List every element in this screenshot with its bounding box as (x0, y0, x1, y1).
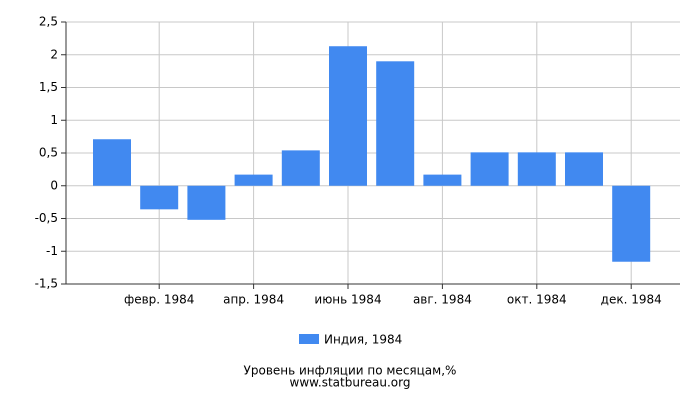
y-tick-label: -1,5 (35, 277, 58, 291)
x-tick-label: дек. 1984 (601, 293, 662, 307)
y-tick-label: 1,5 (39, 80, 58, 94)
bar (565, 152, 603, 186)
y-tick-label: 2 (50, 47, 58, 61)
bar (423, 174, 462, 186)
x-tick-label: апр. 1984 (223, 293, 284, 307)
x-tick-label: февр. 1984 (124, 293, 195, 307)
bar (234, 174, 273, 186)
bar (376, 61, 415, 186)
bar (140, 185, 179, 210)
bar (517, 152, 556, 186)
chart-title: Уровень инфляции по месяцам,% (244, 364, 457, 378)
y-tick-label: 1 (50, 113, 58, 127)
x-tick-label: июнь 1984 (314, 293, 381, 307)
y-tick-label: 0 (50, 178, 58, 192)
y-tick-label: 2,5 (39, 15, 58, 29)
bar (93, 139, 131, 186)
y-tick-label: -1 (46, 244, 58, 258)
legend-swatch (299, 334, 319, 344)
bar (187, 185, 226, 220)
legend-label: Индия, 1984 (324, 333, 402, 347)
bar (612, 185, 651, 262)
bar (281, 150, 320, 186)
bar (470, 152, 509, 186)
bar (329, 46, 367, 186)
y-tick-label: -0,5 (35, 211, 58, 225)
x-tick-label: авг. 1984 (413, 293, 472, 307)
chart-source: www.statbureau.org (290, 376, 411, 390)
y-tick-label: 0,5 (39, 146, 58, 160)
x-tick-label: окт. 1984 (507, 293, 567, 307)
